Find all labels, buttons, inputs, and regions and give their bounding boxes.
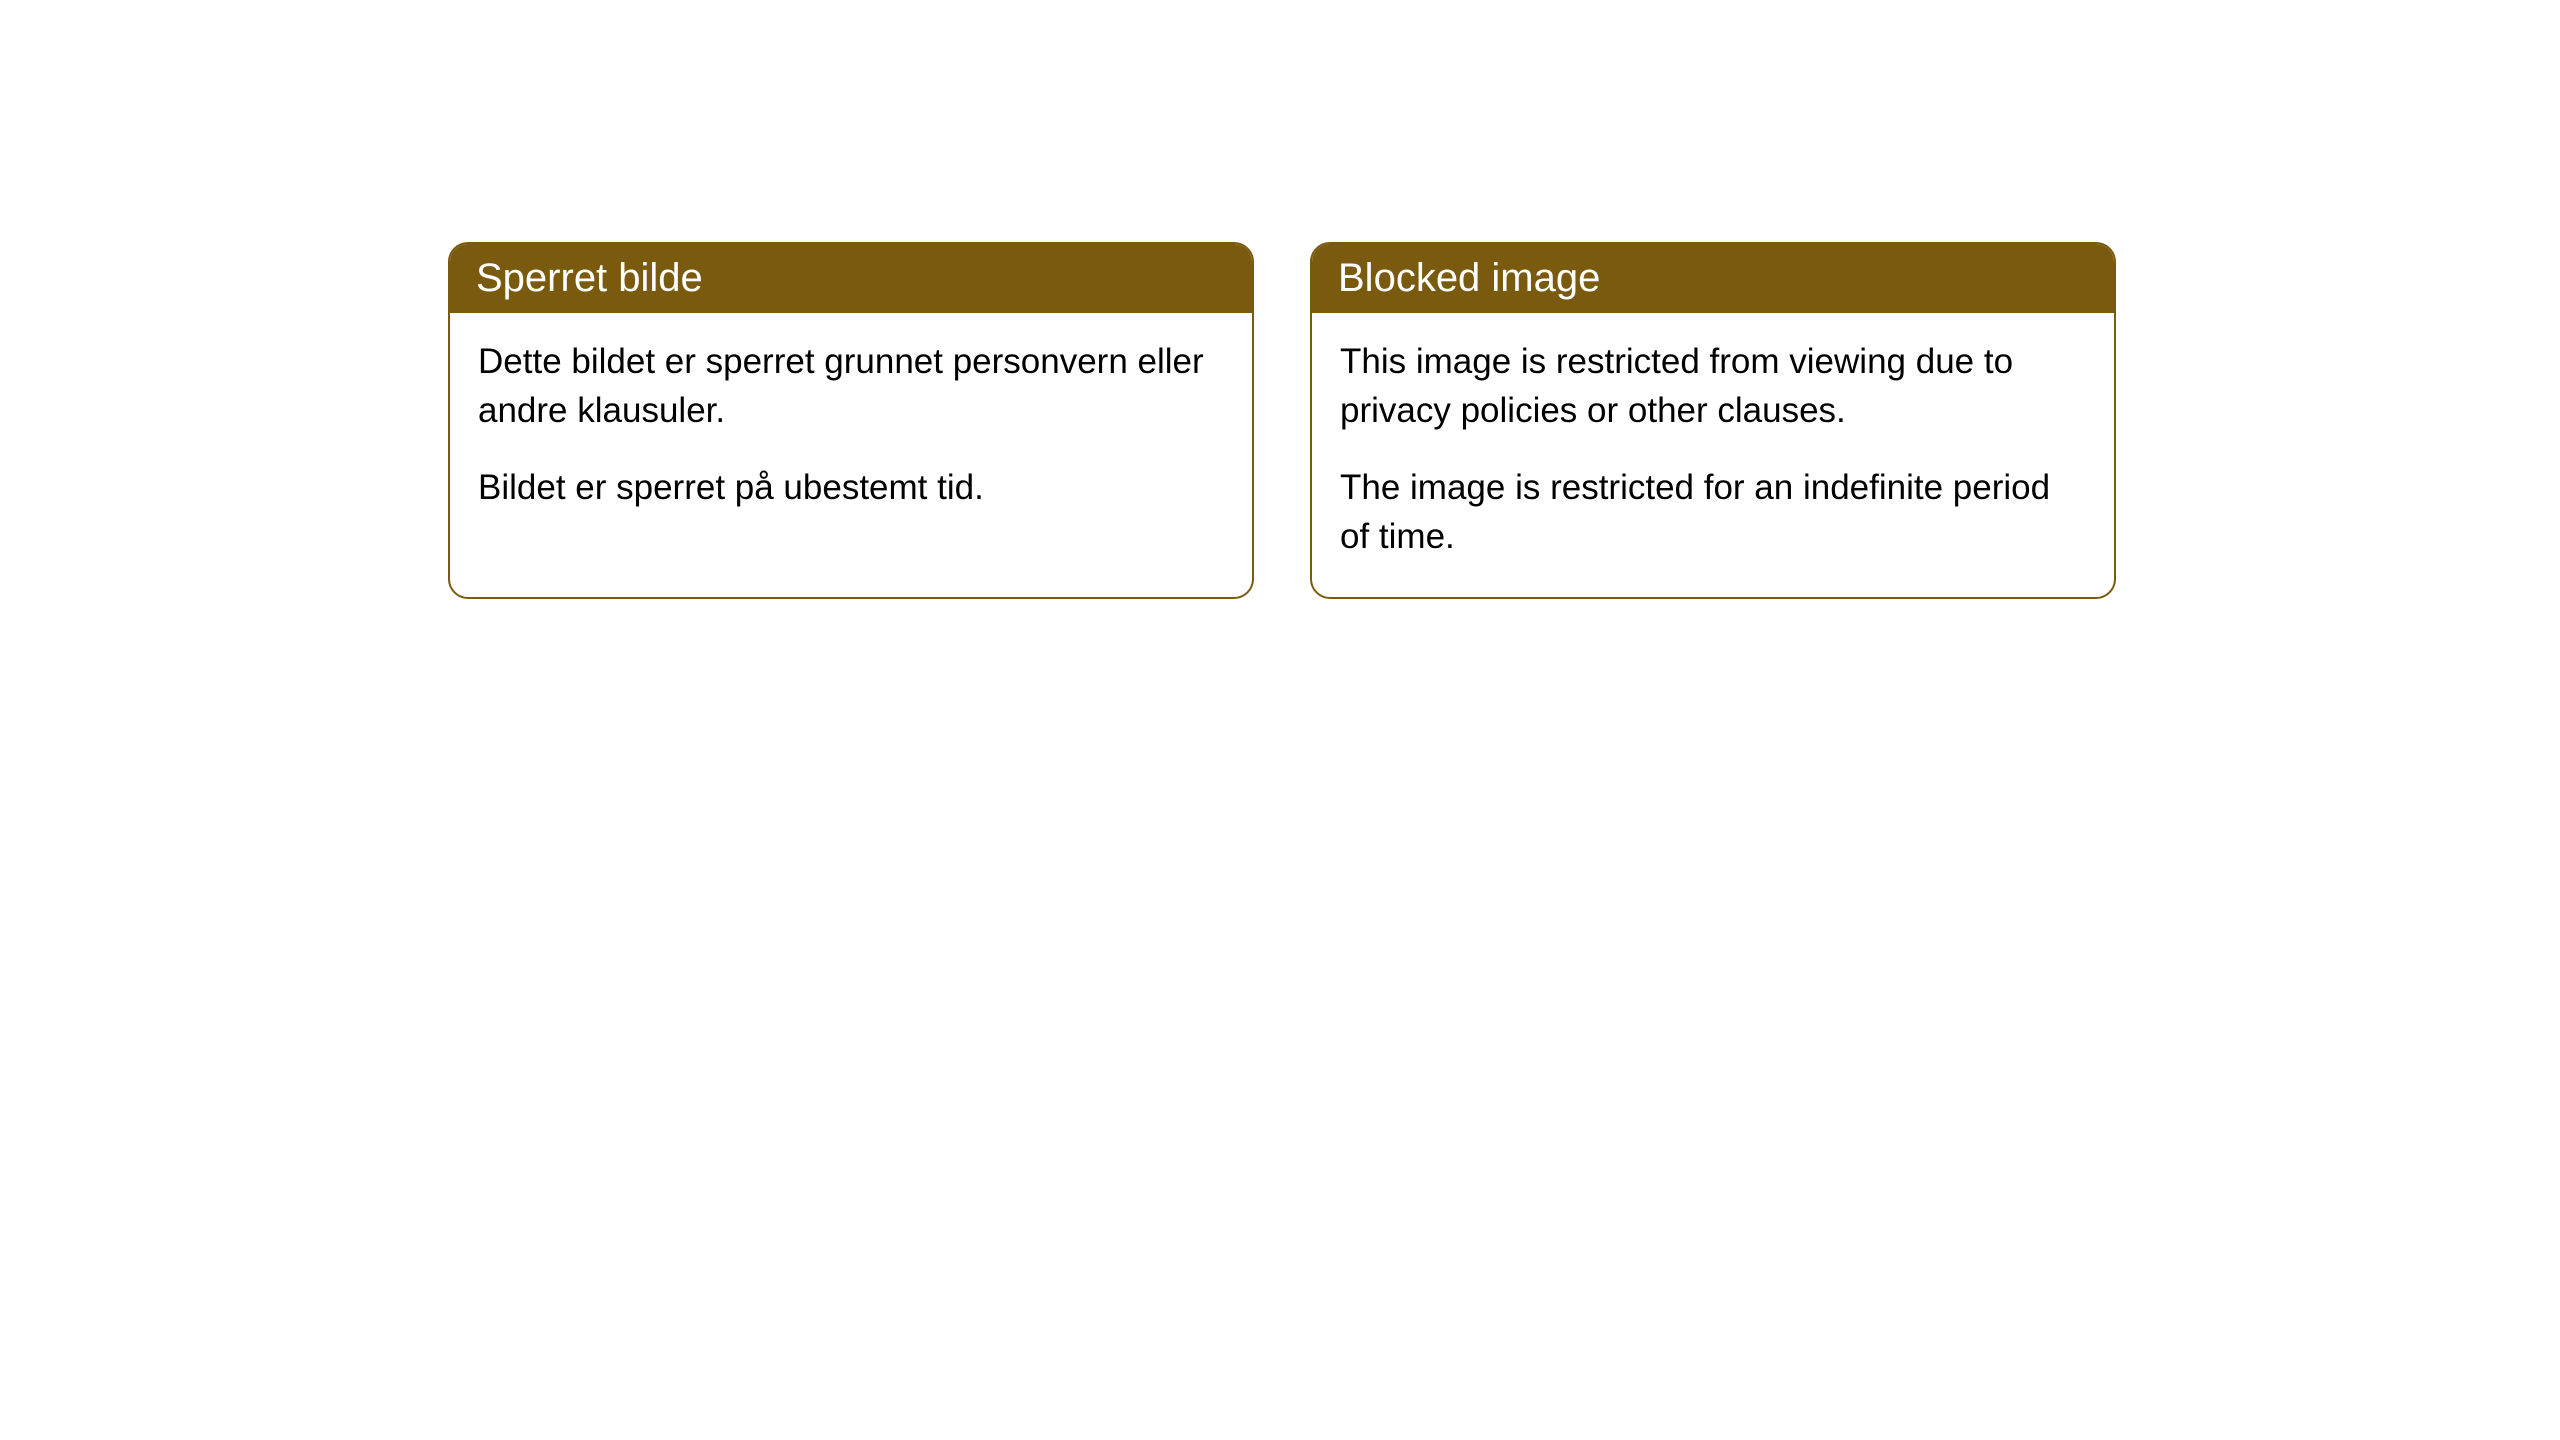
- blocked-image-card-norwegian: Sperret bilde Dette bildet er sperret gr…: [448, 242, 1254, 599]
- card-header: Sperret bilde: [450, 244, 1252, 313]
- card-paragraph-2: The image is restricted for an indefinit…: [1340, 463, 2086, 561]
- card-title: Sperret bilde: [476, 256, 703, 300]
- card-paragraph-1: This image is restricted from viewing du…: [1340, 337, 2086, 435]
- card-header: Blocked image: [1312, 244, 2114, 313]
- card-paragraph-2: Bildet er sperret på ubestemt tid.: [478, 463, 1224, 512]
- card-body: This image is restricted from viewing du…: [1312, 313, 2114, 597]
- blocked-image-card-english: Blocked image This image is restricted f…: [1310, 242, 2116, 599]
- card-paragraph-1: Dette bildet er sperret grunnet personve…: [478, 337, 1224, 435]
- card-title: Blocked image: [1338, 256, 1600, 300]
- cards-container: Sperret bilde Dette bildet er sperret gr…: [0, 0, 2560, 599]
- card-body: Dette bildet er sperret grunnet personve…: [450, 313, 1252, 548]
